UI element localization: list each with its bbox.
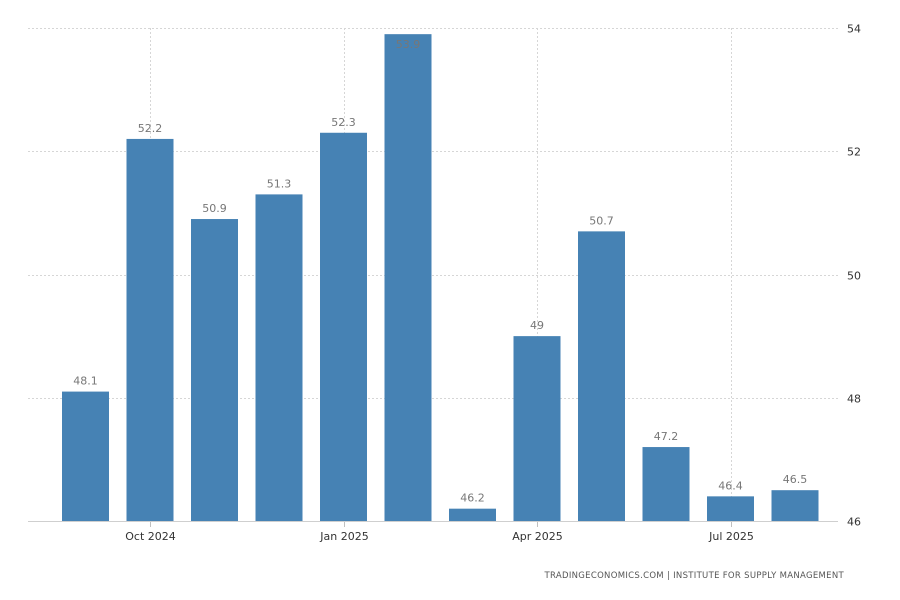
bar-value-label: 50.7 (589, 214, 614, 227)
y-tick-label: 50 (847, 270, 861, 283)
x-tick-label: Oct 2024 (125, 530, 176, 543)
x-tick-label: Jul 2025 (708, 530, 754, 543)
bar-jun-2025 (642, 447, 690, 521)
bar-value-label: 49 (530, 319, 544, 332)
y-tick-label: 54 (847, 23, 861, 36)
bar-sep-2024 (62, 391, 109, 521)
bar-aug-2025 (771, 490, 819, 521)
x-tick-label: Jan 2025 (319, 530, 368, 543)
bar-value-label: 46.4 (718, 479, 743, 492)
bar-feb-2025 (384, 34, 432, 521)
bar-value-label: 46.2 (460, 492, 485, 505)
x-axis: Oct 2024 Jan 2025 Apr 2025 Jul 2025 (28, 521, 838, 543)
bar-dec-2024 (255, 194, 303, 521)
bar-mar-2025 (449, 508, 496, 521)
bar-may-2025 (578, 231, 625, 522)
bar-value-label: 48.1 (73, 375, 98, 388)
data-labels: 48.1 52.2 50.9 51.3 52.3 53.9 46.2 49 50.7 47.2 46… (73, 38, 807, 505)
y-tick-label: 48 (847, 393, 861, 406)
bar-apr-2025 (513, 336, 561, 521)
y-tick-label: 46 (847, 516, 861, 529)
bar-value-label: 46.5 (783, 473, 808, 486)
bar-value-label: 52.3 (331, 116, 356, 129)
y-axis: 46 48 50 52 54 (847, 23, 861, 529)
bar-jul-2025 (707, 496, 754, 521)
bar-value-label: 51.3 (267, 177, 292, 190)
x-tick-label: Apr 2025 (512, 530, 563, 543)
y-tick-label: 52 (847, 146, 861, 159)
source-note: TRADINGECONOMICS.COM | INSTITUTE FOR SUP… (544, 571, 844, 581)
bar-value-label: 47.2 (654, 430, 679, 443)
bar-oct-2024 (126, 138, 174, 522)
bar-value-label: 53.9 (396, 38, 421, 51)
bar-nov-2024 (191, 219, 238, 521)
bar-value-label: 52.2 (138, 122, 163, 135)
grid (28, 28, 838, 521)
bar-value-label: 50.9 (202, 202, 227, 215)
bar-jan-2025 (320, 132, 367, 521)
bars (62, 34, 819, 522)
